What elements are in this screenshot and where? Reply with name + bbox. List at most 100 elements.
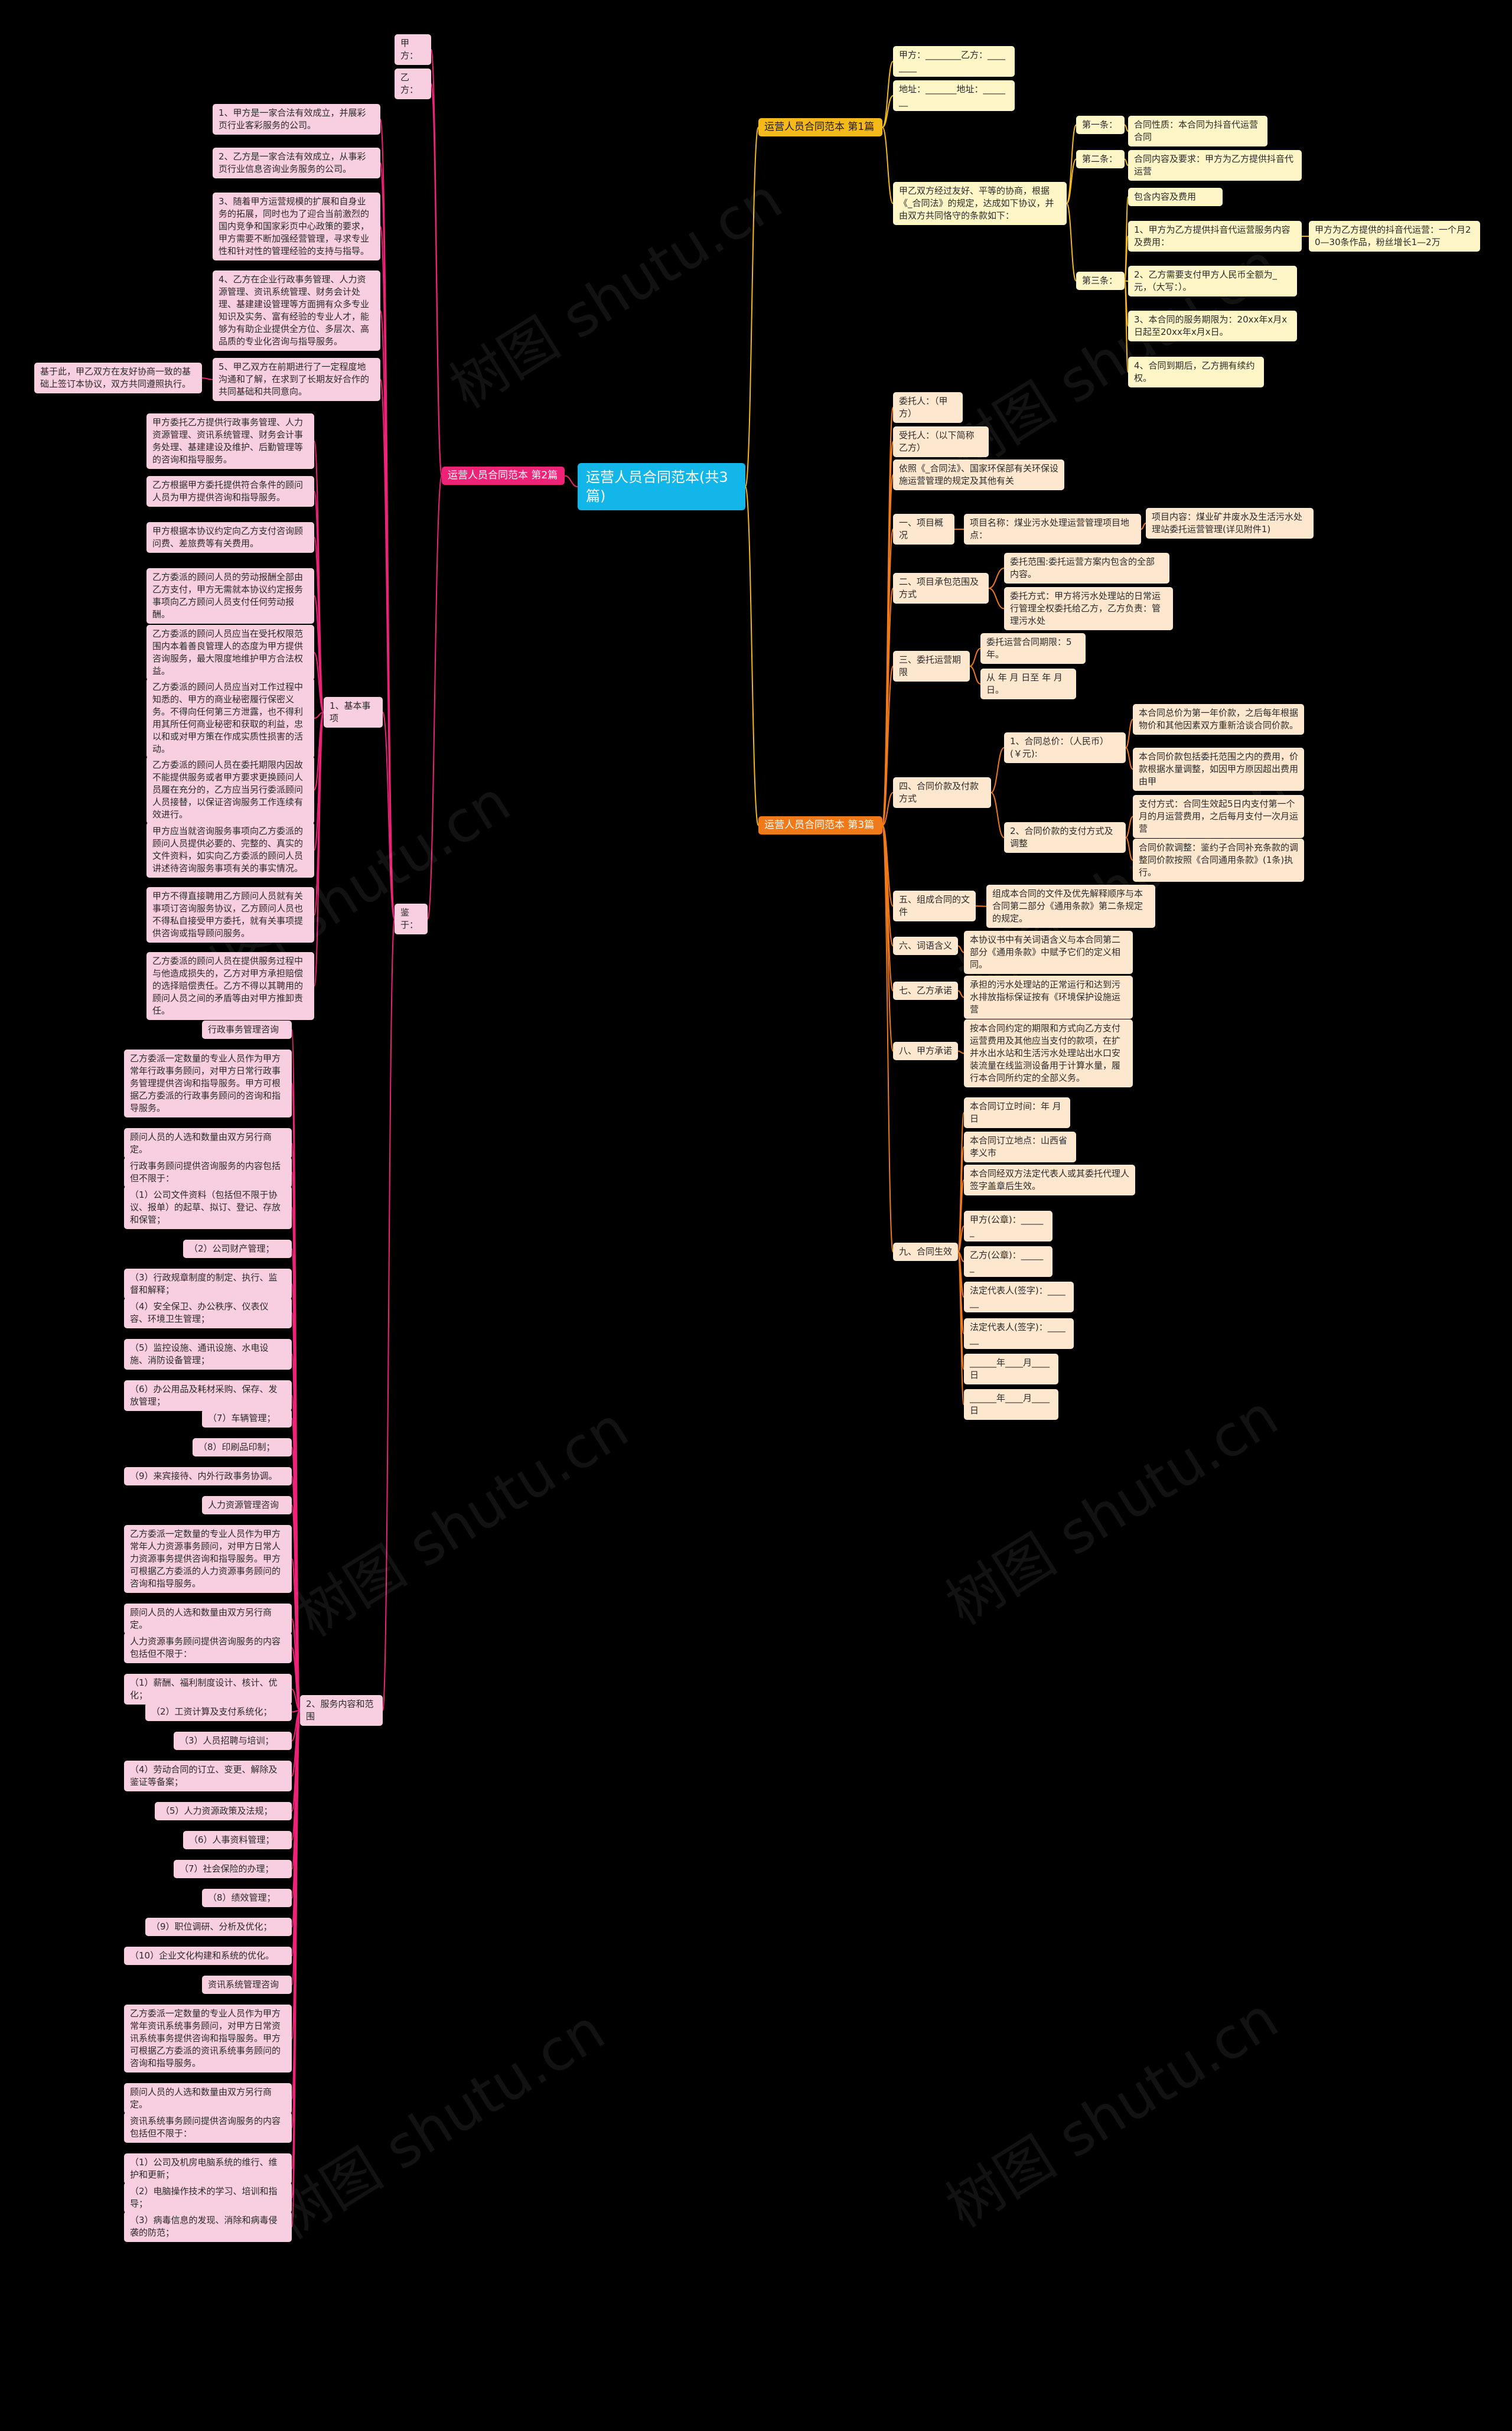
part1-article3-item[interactable]: 2、乙方需要支付甲方人民币全额为_元，（大写：）。 <box>1128 266 1297 296</box>
part3-basis[interactable]: 依照《_合同法》、国家环保部有关环保设施运营管理的规定及其他有关 <box>893 460 1064 490</box>
part1-article1-text[interactable]: 合同性质：本合同为抖音代运营合同 <box>1128 116 1267 146</box>
part2-service-item[interactable]: （4）安全保卫、办公秩序、仪表仪容、环境卫生管理； <box>124 1298 292 1328</box>
part2-party-a[interactable]: 甲方： <box>395 34 431 65</box>
part2-service-item[interactable]: （7）社会保险的办理； <box>174 1860 292 1878</box>
part2-basic-item[interactable]: 乙方委派的顾问人员在委托期限内因故不能提供服务或者甲方要求更换顾问人员履在充分的… <box>146 756 314 824</box>
part3-section4-2-item[interactable]: 支付方式：合同生效起5日内支付第一个月的月运营费用，之后每月支付一次月运营 <box>1133 795 1304 838</box>
part3-client[interactable]: 委托人：（甲方） <box>893 392 963 423</box>
part2-service-item[interactable]: （5）监控设施、通讯设施、水电设施、消防设备管理； <box>124 1339 292 1370</box>
part3-section9-item[interactable]: ______年____月____日 <box>964 1389 1058 1420</box>
part2-service-item[interactable]: （6）办公用品及耗材采购、保存、发放管理； <box>124 1380 292 1411</box>
part2-service-item[interactable]: （5）人力资源政策及法规； <box>155 1802 292 1820</box>
part3-section8[interactable]: 八、甲方承诺 <box>893 1042 958 1060</box>
part2-basic-item[interactable]: 乙方根据甲方委托提供符合条件的顾问人员为甲方提供咨询和指导服务。 <box>146 476 314 507</box>
part2-service-item[interactable]: 人力资源管理咨询 <box>202 1496 292 1514</box>
part1-article2-text[interactable]: 合同内容及要求：甲方为乙方提供抖音代运营 <box>1128 150 1302 181</box>
part3-section4-1[interactable]: 1、合同总价：（人民币）(￥元): <box>1004 732 1126 763</box>
part2-conclusion[interactable]: 基于此，甲乙双方在友好协商一致的基础上签订本协议，双方共同遵照执行。 <box>34 363 202 393</box>
part3-section1-name[interactable]: 项目名称：煤业污水处理运营管理项目地点： <box>964 514 1141 545</box>
part2-service-item[interactable]: （4）劳动合同的订立、变更、解除及鉴证等备案； <box>124 1761 292 1791</box>
part2-service-item[interactable]: 顾问人员的人选和数量由双方另行商定。 <box>124 2083 292 2114</box>
part3-section9-item[interactable]: 法定代表人(签字)：______ <box>964 1318 1074 1349</box>
part2-service-item[interactable]: （2）工资计算及支付系统化； <box>145 1703 292 1721</box>
part2-clause[interactable]: 4、乙方在企业行政事务管理、人力资源管理、资讯系统管理、财务会计处理、基建建设管… <box>213 271 380 351</box>
part2-service-item[interactable]: （6）人事资料管理； <box>183 1831 292 1849</box>
part3-section6[interactable]: 六、词语含义 <box>893 937 958 955</box>
part3-section9-item[interactable]: 乙方(公章)：______ <box>964 1246 1052 1277</box>
part3-section7[interactable]: 七、乙方承诺 <box>893 982 958 1000</box>
part2-clause[interactable]: 2、乙方是一家合法有效成立，从事彩页行业信息咨询业务服务的公司。 <box>213 148 380 178</box>
part2-service-item[interactable]: 人力资源事务顾问提供咨询服务的内容包括但不限于： <box>124 1632 292 1663</box>
part2-basic-item[interactable]: 甲方不得直接聘用乙方顾问人员就有关事项订咨询服务协议，乙方顾问人员也不得私自接受… <box>146 887 314 943</box>
part3-section9-item[interactable]: 甲方(公章)：______ <box>964 1211 1052 1241</box>
part2-service-item[interactable]: 行政事务管理咨询 <box>202 1021 292 1039</box>
branch-part1-title[interactable]: 运营人员合同范本 第1篇 <box>758 118 882 136</box>
part2-clause[interactable]: 3、随着甲方运营规模的扩展和自身业务的拓展，同时也为了迎合当前激烈的国内竞争和国… <box>213 193 380 260</box>
part2-service-item[interactable]: 乙方委派一定数量的专业人员作为甲方常年资讯系统事务顾问，对甲方日常资讯系统事务提… <box>124 2005 292 2072</box>
part3-section4-1-item[interactable]: 本合同总价为第一年价款，之后每年根据物价和其他因素双方重新洽谈合同价款。 <box>1133 704 1304 735</box>
part1-article3-item[interactable]: 4、合同到期后，乙方拥有续约权。 <box>1128 357 1264 387</box>
root-topic[interactable]: 运营人员合同范本(共3篇) <box>578 463 745 510</box>
part3-section6-text[interactable]: 本协议书中有关词语含义与本合同第二部分《通用条款》中赋予它们的定义相同。 <box>964 931 1133 974</box>
part3-section4-2-item[interactable]: 合同价款调整：鉴约子合同补充条款的调整同价款按照《合同通用条款》(1条)执行。 <box>1133 839 1304 882</box>
part2-basic-item[interactable]: 甲方委托乙方提供行政事务管理、人力资源管理、资讯系统管理、财务会计事务处理、基建… <box>146 413 314 469</box>
part2-party-b[interactable]: 乙方： <box>395 69 431 99</box>
part2-basic-item[interactable]: 乙方委派的顾问人员应当对工作过程中知悉的、甲方的商业秘密履行保密义务。不得向任何… <box>146 678 314 758</box>
branch-part3-title[interactable]: 运营人员合同范本 第3篇 <box>758 816 882 835</box>
part3-section4[interactable]: 四、合同价款及付款方式 <box>893 777 991 808</box>
part3-section3-item[interactable]: 从 年 月 日至 年 月 日。 <box>980 669 1076 699</box>
part3-section8-text[interactable]: 按本合同约定的期限和方式向乙方支付运营费用及其他应当支付的款项，在扩并水出水站和… <box>964 1019 1133 1087</box>
part3-section5-text[interactable]: 组成本合同的文件及优先解释顺序与本合同第二部分《通用条款》第二条规定的规定。 <box>986 885 1155 928</box>
part2-service-item[interactable]: （3）病毒信息的发现、消除和病毒侵袭的防范； <box>124 2211 292 2242</box>
part3-section2[interactable]: 二、项目承包范围及方式 <box>893 573 989 604</box>
part3-trustee[interactable]: 受托人：（以下简称乙方） <box>893 426 989 457</box>
part2-service-item[interactable]: （7）车辆管理； <box>202 1409 292 1428</box>
part1-article3-item[interactable]: 包含内容及费用 <box>1128 188 1223 206</box>
part2-service-item[interactable]: （3）人员招聘与培训； <box>174 1732 292 1750</box>
part1-article3-item[interactable]: 3、本合同的服务期限为：20xx年x月x日起至20xx年x月x日。 <box>1128 311 1297 341</box>
part2-basic-item[interactable]: 乙方委派的顾问人员应当在受托权限范围内本着善良管理人的态度为甲方提供咨询服务，最… <box>146 625 314 680</box>
part1-article1-label[interactable]: 第一条： <box>1076 116 1125 134</box>
part1-address[interactable]: 地址：_______地址：_______ <box>893 80 1015 111</box>
part2-service-item[interactable]: 资讯系统事务顾问提供咨询服务的内容包括但不限于： <box>124 2112 292 2143</box>
part3-section4-2[interactable]: 2、合同价款的支付方式及调整 <box>1004 822 1126 853</box>
part3-section2-item[interactable]: 委托方式：甲方将污水处理站的日常运行管理全权委托给乙方，乙方负责：管理污水处 <box>1004 587 1173 630</box>
part2-service-item[interactable]: 行政事务顾问提供咨询服务的内容包括但不限于： <box>124 1157 292 1188</box>
part3-section5[interactable]: 五、组成合同的文件 <box>893 891 976 921</box>
part1-article2-label[interactable]: 第二条： <box>1076 150 1125 168</box>
part2-basic-item[interactable]: 乙方委派的顾问人员的劳动报酬全部由乙方支付，甲方无需就本协议约定报务事项向乙方顾… <box>146 568 314 624</box>
part3-section2-item[interactable]: 委托范围:委托运营方案内包含的全部内容。 <box>1004 553 1169 584</box>
part2-service-item[interactable]: （8）绩效管理； <box>202 1889 292 1907</box>
part2-service-item[interactable]: 资讯系统管理咨询 <box>202 1976 292 1994</box>
part2-basic-item[interactable]: 乙方委派的顾问人员在提供服务过程中与他造成损失的，乙方对甲方承担赔偿的选择赔偿责… <box>146 952 314 1020</box>
part3-section9-item[interactable]: 本合同经双方法定代表人或其委托代理人签字盖章后生效。 <box>964 1165 1135 1195</box>
part1-article3-label[interactable]: 第三条： <box>1076 272 1125 290</box>
part3-section3-item[interactable]: 委托运营合同期限：5年。 <box>980 633 1086 664</box>
part3-section4-1-item[interactable]: 本合同价款包括委托范围之内的费用，价款根据水量调整，如因甲方原因超出费用由甲 <box>1133 748 1304 791</box>
part1-article3-item[interactable]: 1、甲方为乙方提供抖音代运营服务内容及费用： <box>1128 221 1302 252</box>
part2-service-item[interactable]: 乙方委派一定数量的专业人员作为甲方常年人力资源事务顾问，对甲方日常人力资源事务提… <box>124 1525 292 1593</box>
part2-jianyu[interactable]: 鉴于： <box>395 904 428 934</box>
part3-section3[interactable]: 三、委托运营期限 <box>893 651 970 682</box>
part2-service-item[interactable]: （1）薪酬、福利制度设计、核计、优化； <box>124 1674 292 1705</box>
part3-section9-item[interactable]: 法定代表人(签字)：______ <box>964 1282 1074 1312</box>
part2-clause[interactable]: 1、甲方是一家合法有效成立，并展彩页行业客彩服务的公司。 <box>213 104 380 135</box>
part2-service-item[interactable]: （2）公司财产管理； <box>183 1240 292 1258</box>
part2-service-item[interactable]: （9）来宾接待、内外行政事务协调。 <box>124 1467 292 1485</box>
part3-section1-content[interactable]: 项目内容：煤业矿井废水及生活污水处理站委托运营管理(详见附件1) <box>1146 508 1314 539</box>
part2-service-item[interactable]: （8）印刷品印制； <box>193 1438 292 1456</box>
part2-service-item[interactable]: （3）行政规章制度的制定、执行、监督和解释； <box>124 1269 292 1299</box>
part2-service-item[interactable]: （10）企业文化构建和系统的优化。 <box>124 1947 292 1965</box>
branch-part2-title[interactable]: 运营人员合同范本 第2篇 <box>442 467 565 485</box>
part3-section1[interactable]: 一、项目概况 <box>893 514 954 545</box>
part2-basic-item[interactable]: 甲方根据本协议约定向乙方支付咨询顾问费、差旅费等有关费用。 <box>146 522 314 553</box>
part3-section9-item[interactable]: 本合同订立地点：山西省孝义市 <box>964 1132 1076 1162</box>
part2-clause[interactable]: 5、甲乙双方在前期进行了一定程度地沟通和了解，在求到了长期友好合作的共同基础和共… <box>213 358 380 401</box>
part2-service-item[interactable]: 乙方委派一定数量的专业人员作为甲方常年行政事务顾问，对甲方日常行政事务管理提供咨… <box>124 1050 292 1117</box>
part3-section9-item[interactable]: ______年____月____日 <box>964 1354 1058 1384</box>
part2-service-item[interactable]: 顾问人员的人选和数量由双方另行商定。 <box>124 1128 292 1159</box>
part1-intro[interactable]: 甲乙双方经过友好、平等的协商，根据《_合同法》的规定，达成如下协议，并由双方共同… <box>893 182 1067 225</box>
part2-service-item[interactable]: 顾问人员的人选和数量由双方另行商定。 <box>124 1604 292 1634</box>
part2-service-item[interactable]: （9）职位调研、分析及优化； <box>145 1918 292 1936</box>
part2-basic-label[interactable]: 1、基本事项 <box>324 697 383 728</box>
